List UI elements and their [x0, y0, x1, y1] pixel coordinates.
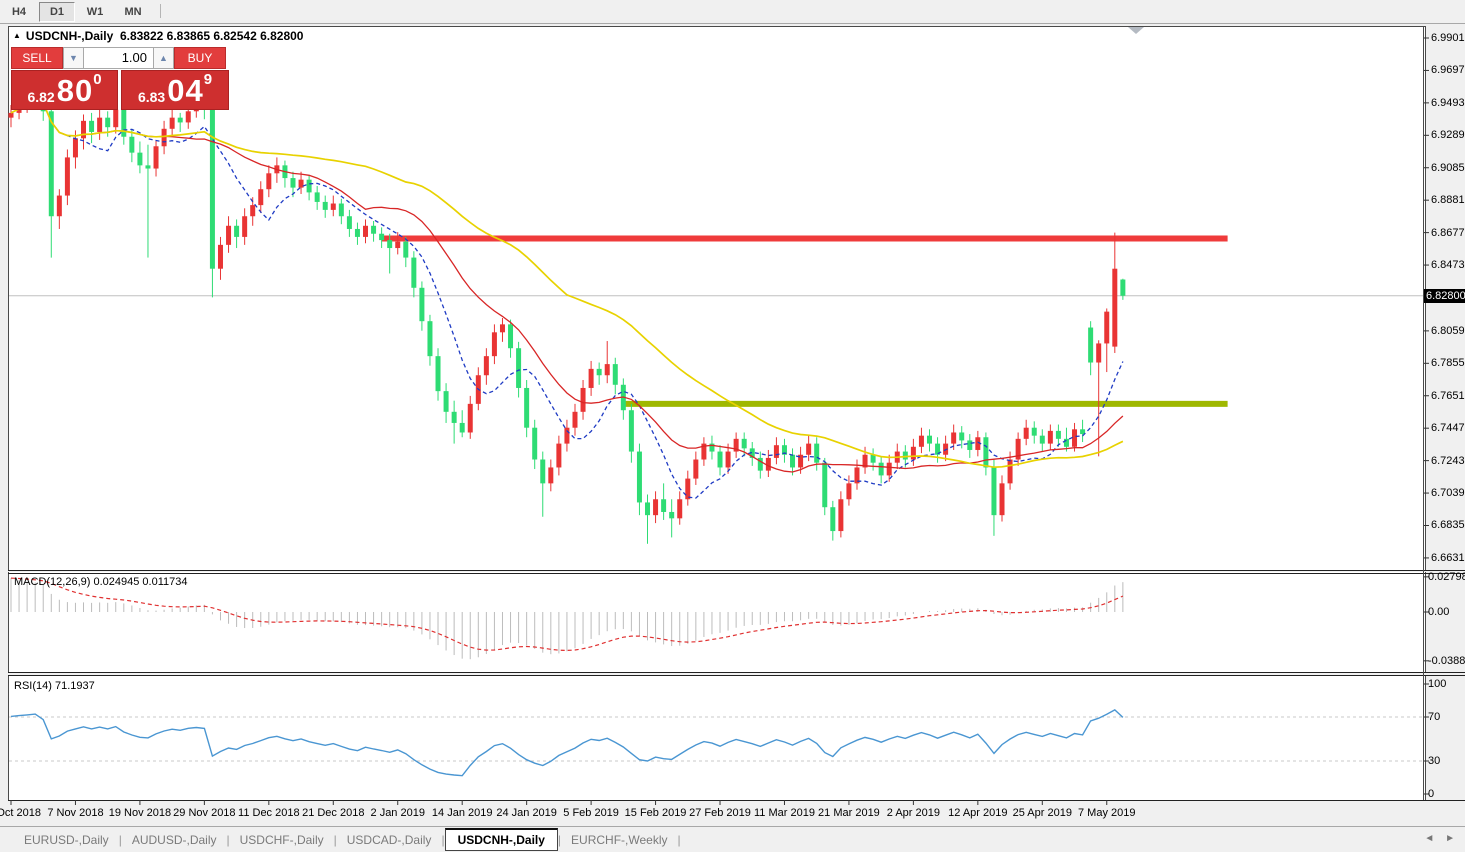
rsi-indicator-label: RSI(14) 71.1937 [14, 680, 95, 692]
price-axis-label: 6.74470 [1431, 422, 1465, 435]
tabs-scroll-right-icon[interactable]: ► [1445, 833, 1455, 844]
timeframe-button-d1[interactable]: D1 [39, 2, 75, 22]
chart-tab-audusd[interactable]: AUDUSD-,Daily [131, 833, 217, 847]
ask-price-big-digits: 04 [167, 73, 204, 108]
price-axis-label: 6.68350 [1431, 519, 1465, 532]
toolbar-separator [160, 3, 162, 18]
macd-panel[interactable] [8, 572, 1426, 672]
rsi-axis-label: 100 [1428, 678, 1447, 690]
date-axis-label: 21 Dec 2018 [302, 807, 365, 819]
date-axis-label: 27 Feb 2019 [689, 807, 751, 819]
price-axis-label: 6.99010 [1431, 32, 1465, 44]
current-price-tag: 6.82800 [1424, 288, 1465, 303]
one-click-trading-widget: SELL ▼ 1.00 ▲ BUY 6.82 80 0 6.83 04 9 [11, 47, 230, 110]
tab-separator: | [226, 833, 230, 847]
chart-title: ▲ USDCNH-,Daily 6.83822 6.83865 6.82542 6… [13, 29, 303, 43]
date-axis-label: 15 Feb 2019 [624, 807, 687, 819]
bid-price-big-digits: 80 [56, 73, 94, 108]
bid-price-panel[interactable]: 6.82 80 0 [11, 70, 118, 110]
date-axis-label: 7 May 2019 [1078, 807, 1136, 819]
tab-separator: | [557, 833, 562, 847]
date-axis-label: 2 Jan 2019 [370, 807, 425, 819]
price-axis-label: 6.94930 [1431, 96, 1465, 109]
panel-separator [8, 800, 1465, 801]
chart-tab-usdcad[interactable]: USDCAD-,Daily [346, 833, 432, 847]
chart-tab-eurchf[interactable]: EURCHF-,Weekly [571, 833, 668, 847]
panel-separator[interactable] [8, 672, 1465, 673]
ask-price-panel[interactable]: 6.83 04 9 [121, 70, 229, 110]
ask-price-prefix: 6.83 [137, 89, 166, 105]
date-axis-label: 12 Apr 2019 [948, 807, 1008, 819]
date-axis-label: 29 Nov 2018 [173, 807, 236, 819]
panel-separator[interactable] [8, 675, 1465, 676]
price-axis-label: 6.72430 [1431, 454, 1465, 467]
bid-price-pip-digit: 0 [93, 71, 102, 88]
macd-axis-label: -0.038874 [1428, 654, 1465, 667]
price-axis-label: 6.92890 [1431, 129, 1465, 142]
panel-separator[interactable] [8, 570, 1465, 571]
price-axis-label: 6.70390 [1431, 487, 1465, 500]
timeframe-button-h4[interactable]: H4 [11, 6, 27, 18]
tab-separator: | [118, 833, 122, 847]
collapse-triangle-icon[interactable]: ▲ [13, 31, 21, 40]
rsi-indicator-value: 71.1937 [54, 680, 95, 692]
date-axis-label: 5 Feb 2019 [563, 807, 619, 819]
macd-axis-label: 0.00 [1428, 606, 1450, 618]
date-axis-label: 26 Oct 2018 [0, 807, 41, 819]
volume-increase-button[interactable]: ▲ [153, 47, 174, 69]
macd-indicator-values: 0.024945 0.011734 [93, 576, 188, 588]
macd-axis-label: 0.027984 [1428, 570, 1465, 583]
price-axis-label: 6.96970 [1431, 64, 1465, 77]
rsi-panel[interactable] [8, 676, 1426, 800]
price-axis-label: 6.78550 [1431, 357, 1465, 370]
price-axis-label: 6.86770 [1431, 226, 1465, 239]
price-axis-label: 6.80590 [1431, 324, 1465, 337]
chart-tab-usdchf[interactable]: USDCHF-,Daily [239, 833, 324, 847]
volume-decrease-button[interactable]: ▼ [63, 47, 84, 69]
date-axis-label: 19 Nov 2018 [108, 807, 172, 819]
timeframe-button-mn[interactable]: MN [124, 6, 142, 18]
chart-window: ▲ USDCNH-,Daily 6.83822 6.83865 6.82542 6… [0, 24, 1465, 824]
ask-price-pip-digit: 9 [203, 71, 213, 88]
volume-input[interactable]: 1.00 [84, 47, 153, 69]
price-axis-label: 6.90850 [1431, 161, 1465, 174]
date-axis-label: 11 Mar 2019 [753, 807, 815, 819]
price-axis-label: 6.76510 [1431, 389, 1465, 402]
chart-tab-eurusd[interactable]: EURUSD-,Daily [24, 833, 109, 847]
tab-separator: | [677, 833, 681, 847]
date-axis-label: 11 Dec 2018 [238, 807, 300, 819]
timeframe-button-w1[interactable]: W1 [86, 6, 104, 18]
rsi-axis-label: 0 [1428, 788, 1435, 800]
chart-tab-usdcnh[interactable]: USDCNH-,Daily [444, 827, 558, 851]
price-axis-label: 6.88810 [1431, 194, 1465, 207]
date-axis-label: 14 Jan 2019 [431, 807, 493, 819]
buy-button[interactable]: BUY [174, 47, 226, 69]
panel-separator[interactable] [8, 573, 1465, 574]
date-axis-label: 25 Apr 2019 [1012, 807, 1072, 819]
timeframe-toolbar: H4 D1 W1 MN [0, 0, 1465, 24]
tabs-scroll-left-icon[interactable]: ◄ [1424, 833, 1435, 844]
date-axis-label: 21 Mar 2019 [818, 807, 880, 819]
chart-shift-marker-icon[interactable] [1128, 27, 1144, 34]
sell-button[interactable]: SELL [11, 47, 63, 69]
macd-indicator-label: MACD(12,26,9) 0.024945 0.011734 [14, 576, 188, 588]
chart-ohlc-values: 6.83822 6.83865 6.82542 6.82800 [119, 29, 304, 43]
tab-separator: | [333, 833, 337, 847]
rsi-axis-label: 70 [1428, 711, 1441, 723]
chart-symbol-period: USDCNH-,Daily [25, 29, 114, 43]
chart-tabs-bar: EURUSD-,Daily | AUDUSD-,Daily | USDCHF-,Dail… [0, 826, 1465, 852]
date-axis-label: 2 Apr 2019 [886, 807, 940, 819]
date-axis-label: 7 Nov 2018 [47, 807, 104, 819]
price-axis-label: 6.84730 [1431, 259, 1465, 272]
date-axis-label: 24 Jan 2019 [496, 807, 557, 819]
bid-price-prefix: 6.82 [27, 89, 55, 105]
rsi-axis-label: 30 [1428, 755, 1441, 767]
tab-separator: | [441, 833, 445, 847]
